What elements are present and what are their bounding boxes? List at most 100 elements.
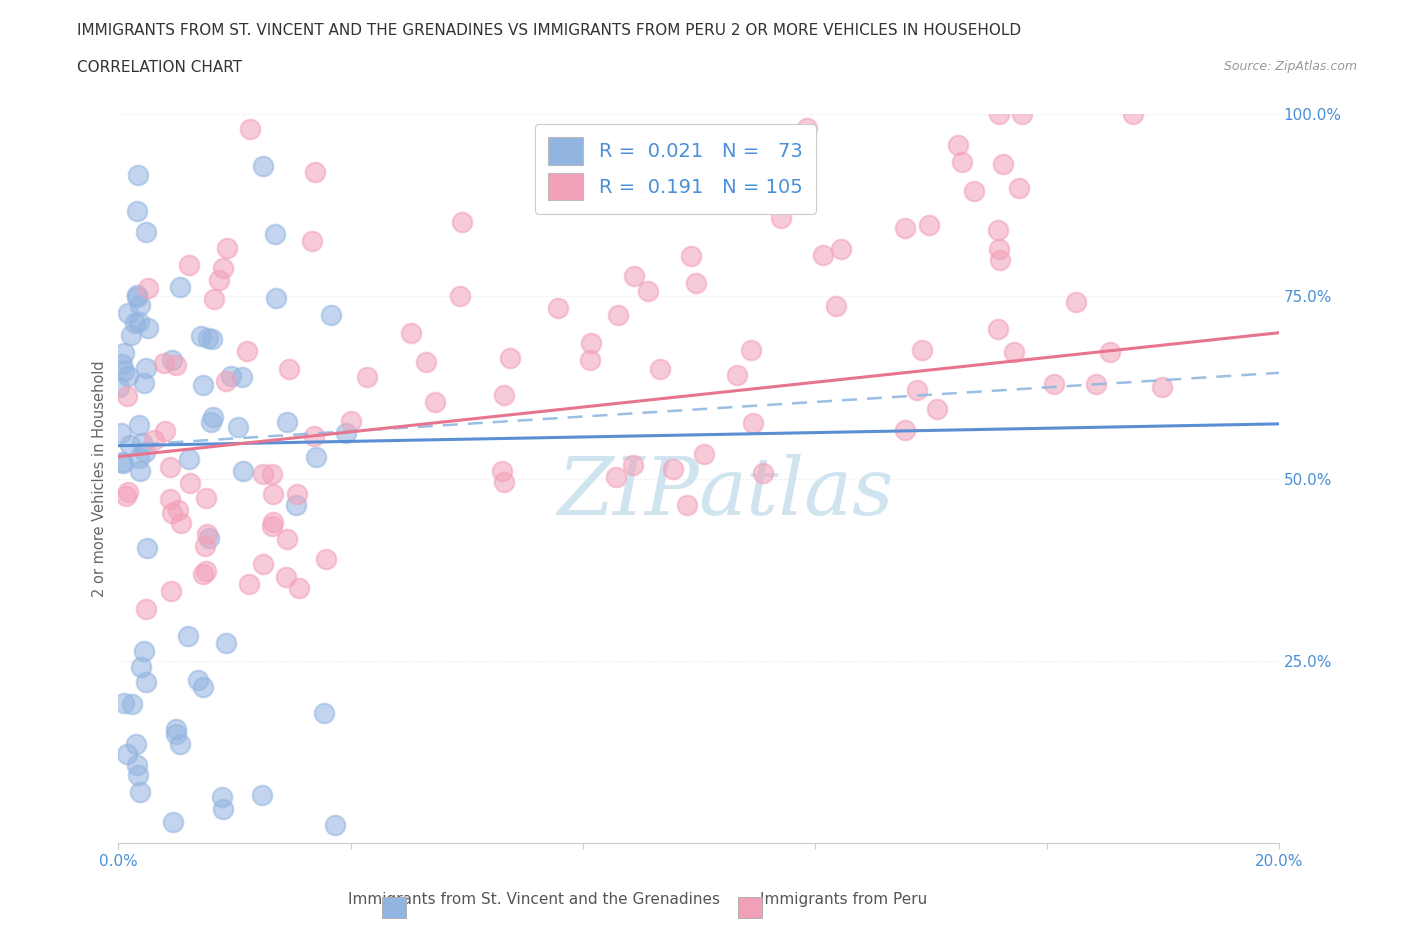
Point [160, 583, 183, 598]
Point [952, 154, 974, 169]
Point [127, 757, 149, 772]
Point [135, 361, 157, 376]
Point [179, 475, 201, 490]
Point [987, 107, 1010, 122]
Point [988, 253, 1011, 268]
Point [107, 380, 129, 395]
Point [650, 361, 672, 376]
Point [115, 389, 138, 404]
Point [314, 705, 336, 720]
Point [993, 157, 1015, 172]
Point [321, 308, 343, 323]
Point [685, 275, 707, 290]
Point [176, 629, 198, 644]
Point [894, 220, 917, 235]
Point [751, 465, 773, 480]
Point [124, 315, 146, 330]
Point [288, 580, 311, 595]
Point [315, 551, 337, 566]
Point [285, 498, 308, 512]
Text: atlas: atlas [699, 455, 894, 532]
Point [661, 461, 683, 476]
Point [1122, 107, 1144, 122]
Point [195, 526, 218, 541]
Point [120, 327, 142, 342]
Point [621, 458, 644, 472]
Point [195, 491, 218, 506]
Point [925, 402, 948, 417]
Point [918, 218, 941, 232]
Point [117, 305, 139, 320]
Point [132, 644, 155, 658]
Point [201, 331, 224, 346]
Point [260, 519, 283, 534]
Point [796, 121, 818, 136]
Point [127, 287, 149, 302]
Point [138, 321, 160, 336]
Point [250, 788, 273, 803]
Point [623, 268, 645, 283]
Point [217, 240, 239, 255]
Point [129, 298, 152, 312]
Point [190, 328, 212, 343]
Point [579, 352, 602, 367]
Point [987, 322, 1010, 337]
Point [335, 425, 357, 440]
Point [118, 438, 141, 453]
Point [494, 474, 516, 489]
Point [451, 215, 474, 230]
Point [110, 426, 132, 441]
Point [128, 315, 150, 330]
Point [202, 410, 225, 425]
Point [127, 204, 149, 219]
Point [905, 382, 928, 397]
Point [946, 138, 969, 153]
Point [988, 241, 1011, 256]
Point [112, 345, 135, 360]
Point [423, 394, 446, 409]
Point [132, 375, 155, 390]
Point [825, 299, 848, 313]
Point [127, 767, 149, 782]
Point [579, 335, 602, 350]
Point [134, 445, 156, 460]
Point [491, 463, 513, 478]
Point [301, 234, 323, 249]
Text: Source: ZipAtlas.com: Source: ZipAtlas.com [1223, 60, 1357, 73]
Point [136, 540, 159, 555]
Point [115, 747, 138, 762]
Point [415, 354, 437, 369]
Point [1011, 107, 1033, 122]
Point [179, 452, 201, 467]
Point [152, 356, 174, 371]
Point [987, 222, 1010, 237]
Point [231, 369, 253, 384]
Point [494, 388, 516, 403]
Point [187, 672, 209, 687]
Point [675, 165, 697, 179]
Point [274, 569, 297, 584]
Point [277, 361, 299, 376]
Text: Immigrants from St. Vincent and the Grenadines: Immigrants from St. Vincent and the Gren… [349, 892, 720, 907]
Point [166, 502, 188, 517]
Point [893, 423, 915, 438]
Point [449, 289, 471, 304]
Point [194, 538, 217, 553]
Point [159, 459, 181, 474]
Point [770, 211, 793, 226]
Point [125, 737, 148, 751]
Text: IMMIGRANTS FROM ST. VINCENT AND THE GRENADINES VS IMMIGRANTS FROM PERU 2 OR MORE: IMMIGRANTS FROM ST. VINCENT AND THE GREN… [77, 23, 1021, 38]
Point [135, 602, 157, 617]
Point [1152, 379, 1174, 394]
Point [215, 635, 238, 650]
Point [356, 369, 378, 384]
Point [1099, 344, 1122, 359]
Point [115, 489, 138, 504]
Point [125, 289, 148, 304]
Point [302, 429, 325, 444]
Text: Immigrants from Peru: Immigrants from Peru [761, 892, 927, 907]
Point [112, 696, 135, 711]
Point [1084, 377, 1107, 392]
Point [692, 446, 714, 461]
Point [191, 377, 214, 392]
